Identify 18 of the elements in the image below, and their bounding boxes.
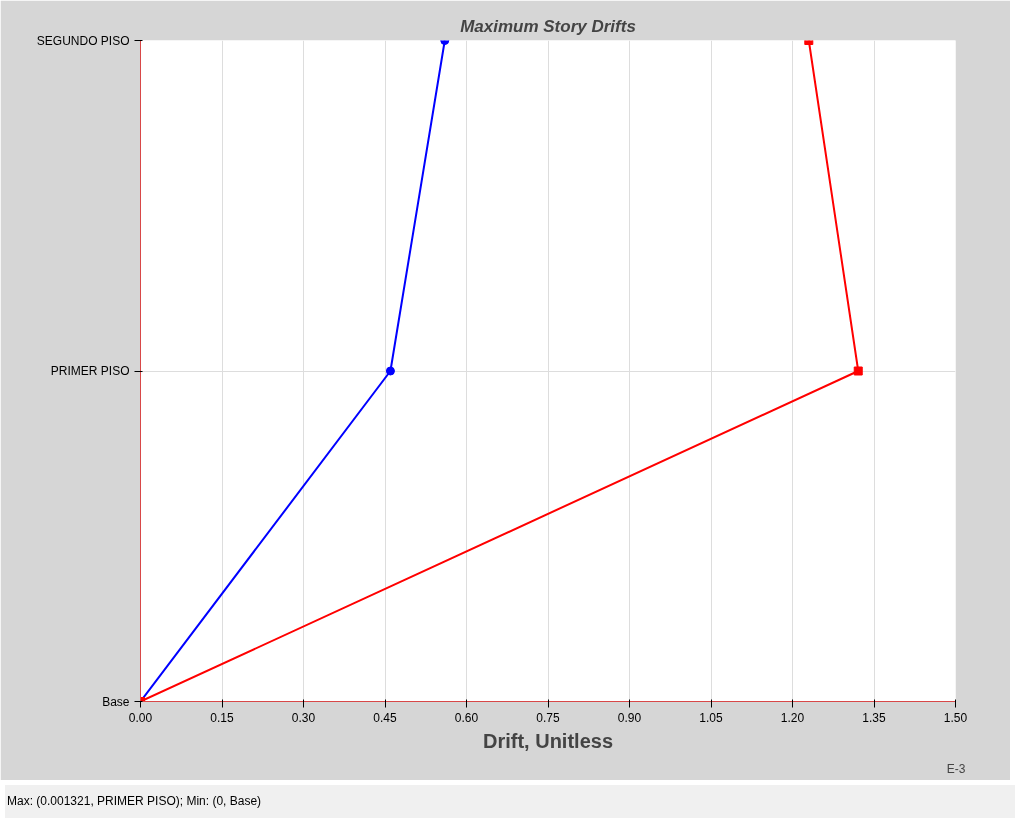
x-tick-label: 0.00 — [128, 710, 153, 725]
text: E-3 — [946, 761, 966, 776]
x-tick-label: 1.35 — [862, 710, 886, 725]
y-tick-label: Base — [102, 694, 130, 709]
x-tick-label: 0.30 — [291, 710, 316, 725]
x-tick-label: 1.20 — [780, 710, 805, 725]
x-tick-label: 1.50 — [943, 710, 968, 725]
text: Max: (0.001321, PRIMER PISO); Min: (0, Base) — [7, 793, 262, 810]
x-tick-label: 0.75 — [536, 710, 560, 725]
x-tick-label: 1.05 — [699, 710, 723, 725]
y-tick-label: SEGUNDO PISO — [36, 33, 130, 48]
chart-title: Maximum Story Drifts — [460, 16, 636, 36]
x-axis-title: Drift, Unitless — [482, 729, 614, 752]
x-tick-label: 0.90 — [617, 710, 642, 725]
x-tick-label: 0.45 — [373, 710, 397, 725]
x-tick-label: 0.15 — [210, 710, 234, 725]
y-tick-label: PRIMER PISO — [50, 364, 130, 378]
x-tick-label: 0.60 — [454, 710, 479, 725]
